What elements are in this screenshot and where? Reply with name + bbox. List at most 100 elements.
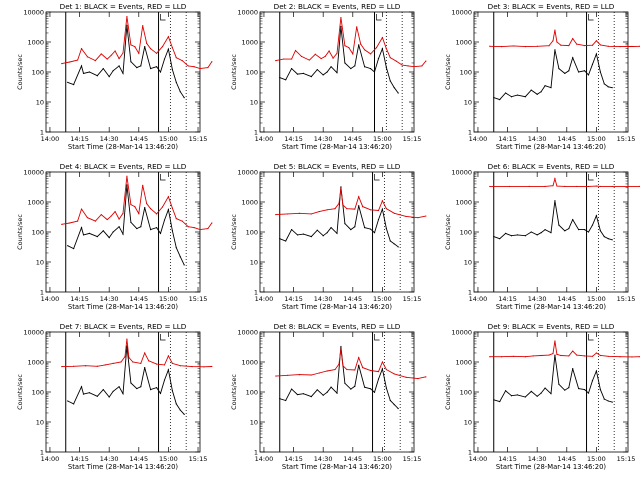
- data-point: [540, 232, 542, 234]
- data-point: [106, 58, 108, 60]
- data-point: [155, 52, 158, 54]
- data-point: [362, 206, 364, 208]
- data-point: [334, 368, 336, 371]
- data-point: [591, 379, 594, 382]
- data-point: [578, 71, 580, 73]
- y-tick-label: 10: [464, 99, 472, 107]
- x-tick-label: 14:45: [129, 295, 148, 303]
- x-axis-label: Start Time (28-Mar-14 13:46:20): [496, 303, 606, 311]
- x-tick-label: 14:45: [343, 135, 362, 143]
- data-point: [524, 356, 526, 358]
- data-point: [395, 60, 397, 62]
- data-point: [340, 186, 342, 188]
- y-tick-label: 1: [40, 289, 44, 297]
- data-point: [377, 218, 380, 221]
- y-tick-label: 1: [40, 129, 44, 137]
- data-point: [96, 395, 98, 397]
- data-point: [150, 208, 152, 210]
- data-point: [568, 44, 570, 47]
- data-point: [607, 400, 609, 402]
- y-axis-label: Counts/sec: [230, 214, 238, 250]
- data-point: [381, 368, 384, 370]
- data-point: [572, 350, 574, 352]
- data-point: [171, 69, 173, 71]
- data-point: [122, 72, 124, 74]
- data-point: [552, 353, 554, 355]
- data-point: [76, 220, 79, 222]
- data-point: [489, 356, 491, 358]
- y-tick-label: 100: [246, 229, 258, 237]
- y-tick-label: 1000: [27, 39, 44, 47]
- y-tick-label: 10000: [237, 9, 258, 17]
- y-tick-label: 1: [40, 449, 44, 457]
- data-point: [556, 353, 558, 355]
- data-point: [175, 217, 177, 220]
- data-point: [142, 184, 144, 186]
- data-point: [155, 213, 158, 215]
- data-point: [175, 57, 177, 59]
- x-tick-label: 14:00: [255, 295, 274, 303]
- data-point: [118, 218, 120, 220]
- y-tick-label: 10: [250, 419, 258, 427]
- data-point: [167, 36, 170, 38]
- data-point: [285, 79, 287, 81]
- data-point: [568, 355, 570, 357]
- data-point: [332, 57, 334, 59]
- y-tick-label: 10000: [23, 169, 44, 177]
- detector-panel-6: Det 6: BLACK = Events, RED = LLD 1 10 100 10…: [444, 162, 640, 311]
- data-point: [279, 398, 281, 400]
- x-axis-label: Start Time (28-Mar-14 13:46:20): [68, 303, 178, 311]
- data-point: [381, 361, 384, 363]
- y-tick-label: 1000: [241, 199, 258, 207]
- data-point: [583, 389, 586, 391]
- data-point: [583, 44, 586, 47]
- data-point: [389, 57, 391, 59]
- data-point: [82, 234, 85, 236]
- data-point: [126, 184, 128, 186]
- data-point: [369, 209, 372, 211]
- data-point: [326, 232, 328, 234]
- data-point: [401, 64, 403, 66]
- x-tick-label: 15:15: [617, 455, 636, 463]
- detector-panel-4: Det 4: BLACK = Events, RED = LLD 1 10 100 10…: [16, 162, 213, 311]
- data-point: [183, 97, 185, 99]
- y-tick-label: 10000: [237, 329, 258, 337]
- data-point: [67, 245, 69, 247]
- data-point: [493, 236, 495, 238]
- data-point: [114, 50, 116, 52]
- data-point: [144, 367, 146, 369]
- data-point: [493, 399, 495, 401]
- data-point: [552, 185, 554, 187]
- y-tick-label: 100: [460, 69, 472, 77]
- data-point: [603, 398, 605, 400]
- x-axis-label: Start Time (28-Mar-14 13:46:20): [68, 143, 178, 151]
- data-point: [308, 59, 310, 61]
- y-tick-label: 10: [36, 419, 44, 427]
- y-tick-label: 10000: [23, 329, 44, 337]
- x-axis-label: Start Time (28-Mar-14 13:46:20): [68, 463, 178, 471]
- data-point: [316, 389, 318, 391]
- data-point: [560, 354, 562, 357]
- y-tick-label: 1: [254, 449, 258, 457]
- data-point: [322, 235, 324, 237]
- data-point: [587, 74, 590, 76]
- data-point: [576, 43, 578, 45]
- data-point: [381, 208, 384, 210]
- plot-title: Det 3: BLACK = Events, RED = LLD: [488, 2, 615, 11]
- data-point: [144, 207, 146, 209]
- data-point: [354, 65, 356, 67]
- data-point: [369, 228, 372, 230]
- data-point: [326, 370, 328, 372]
- data-point: [564, 230, 566, 232]
- data-point: [631, 45, 633, 48]
- data-point: [285, 240, 287, 242]
- x-tick-label: 15:00: [587, 455, 606, 463]
- detector-panel-7: Det 7: BLACK = Events, RED = LLD 1 10 100 10…: [16, 322, 213, 471]
- data-point: [199, 229, 201, 231]
- data-point: [583, 229, 586, 231]
- y-tick-label: 10: [464, 419, 472, 427]
- plot-title: Det 6: BLACK = Events, RED = LLD: [488, 162, 615, 171]
- data-point: [591, 355, 594, 357]
- data-point: [552, 40, 554, 42]
